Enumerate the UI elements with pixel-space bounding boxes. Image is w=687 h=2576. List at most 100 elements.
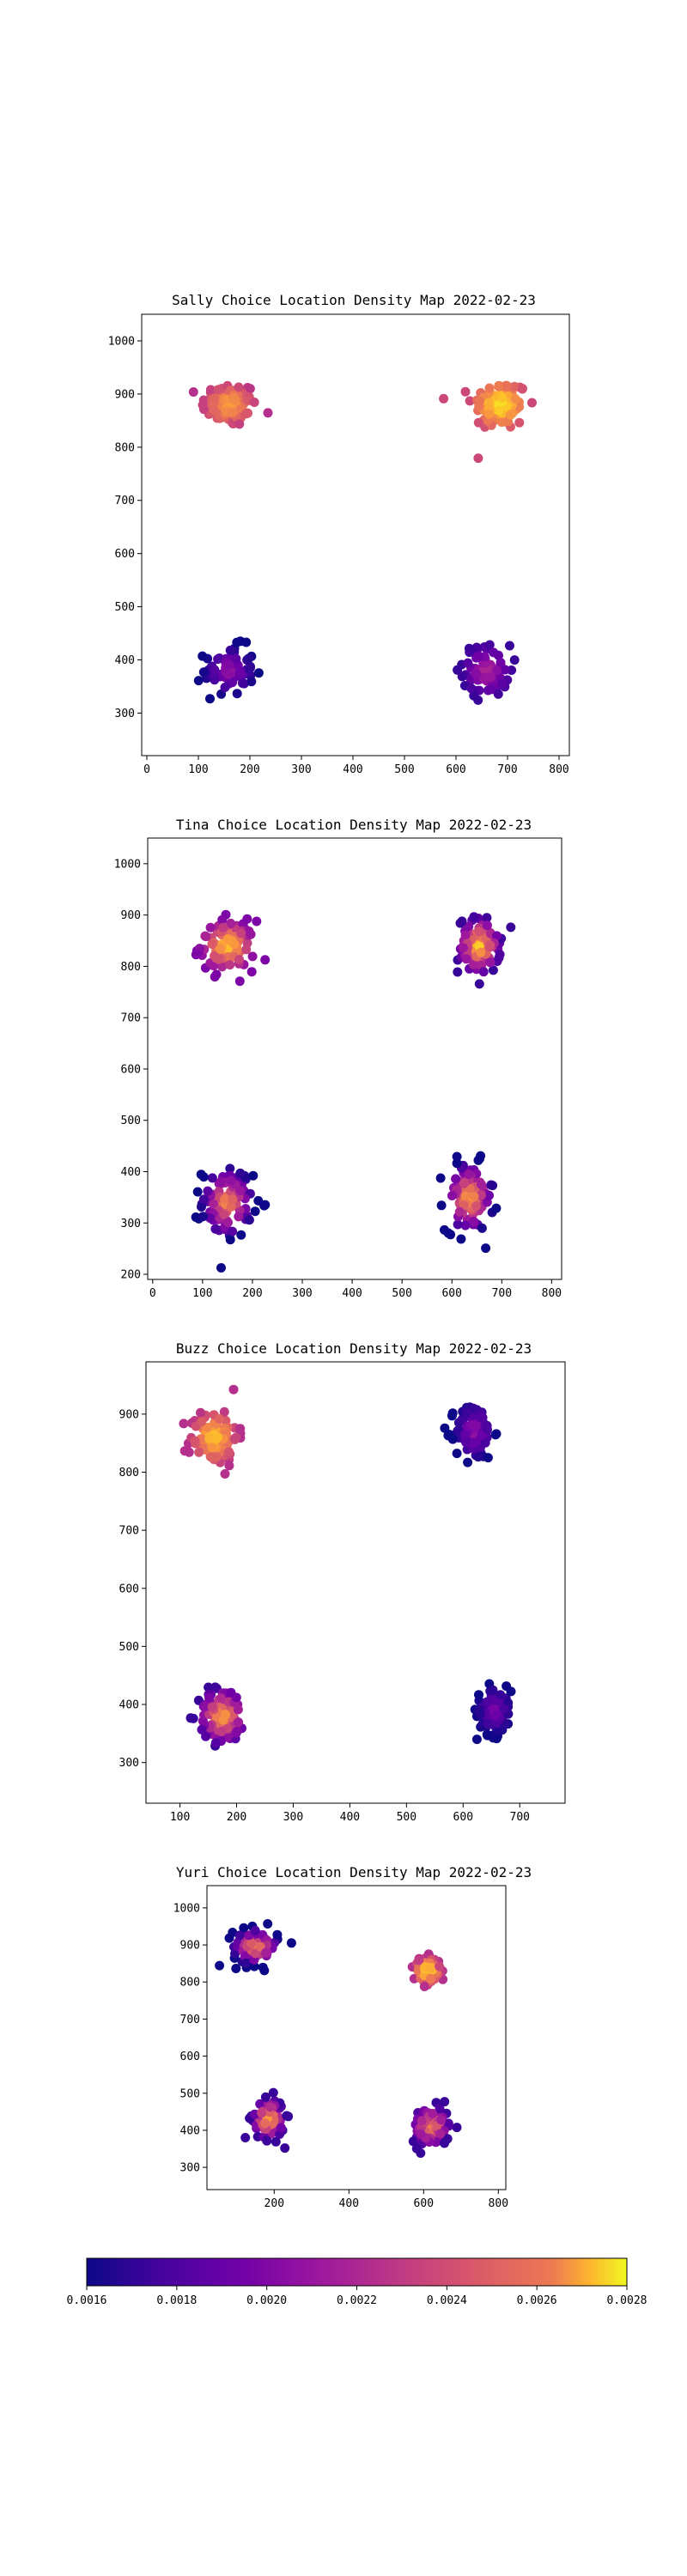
scatter-point [241,409,252,419]
scatter-point [259,1965,270,1976]
scatter-point [499,1704,509,1714]
scatter-point [197,1724,207,1735]
colorbar-tick-label: 0.0018 [156,2294,197,2307]
scatter-point [493,689,503,699]
scatter-point [240,2133,251,2142]
y-tick-label: 500 [180,2087,200,2100]
scatter-point [234,1212,244,1222]
scatter-point [465,647,475,658]
scatter-point [465,396,475,406]
scatter-point [469,690,479,701]
scatter-point [225,960,235,970]
scatter-point [473,1452,483,1462]
colorbar-tick-label: 0.0022 [337,2294,377,2307]
scatter-point [210,1224,221,1234]
scatter-point [471,1735,482,1745]
scatter-point [276,2123,286,2133]
scatter-point [236,928,246,939]
scatter-point [477,1179,486,1189]
plot-frame [145,1361,566,1804]
scatter-point [206,1452,216,1462]
y-tick-label: 1000 [173,1902,200,1915]
scatter-point [408,2136,418,2147]
scatter-point [204,1692,215,1703]
scatter-point [194,1447,204,1457]
y-tick-label: 1000 [108,335,135,348]
x-tick-label: 400 [343,763,362,776]
chart-title: Yuri Choice Location Density Map 2022-02… [176,1864,532,1880]
plot-frame [141,313,570,756]
scatter-point [447,1191,457,1200]
scatter-point [477,1223,487,1233]
scatter-point [452,1449,462,1459]
scatter-point [506,922,516,933]
scatter-point [286,1938,296,1948]
scatter-point [231,1692,241,1703]
scatter-point [241,637,252,647]
y-tick-label: 700 [180,2014,200,2026]
x-tick-label: 600 [446,763,465,776]
scatter-point [442,2134,453,2144]
scatter-point [414,1955,424,1965]
y-tick-label: 800 [180,1977,200,1990]
scatter-point [224,1933,234,1943]
y-tick-label: 900 [180,1940,200,1953]
x-tick-label: 500 [397,1811,416,1824]
scatter-point [255,1941,265,1952]
scatter-point [491,1429,502,1439]
scatter-point [440,2097,450,2107]
scatter-point [461,1437,471,1448]
scatter-point [228,1384,239,1394]
scatter-point [210,665,220,675]
scatter-point [244,1215,254,1225]
scatter-point [207,1702,217,1712]
scatter-point [209,961,219,971]
scatter-point [246,929,256,939]
scatter-point [461,954,471,964]
chart-title: Tina Choice Location Density Map 2022-02… [176,817,532,833]
scatter-point [235,1186,246,1196]
scatter-point [260,2092,271,2102]
x-tick-label: 0 [149,1287,156,1300]
scatter-points [188,380,537,705]
scatter-point [416,2129,426,2139]
scatter-point [469,959,478,969]
scatter-point [228,407,238,417]
scatter-point [264,2102,275,2112]
scatter-point [233,1704,243,1715]
scatter-point [213,385,223,395]
scatter-point [464,1170,474,1180]
colorbar: 0.0016 0.0018 0.0020 0.0022 0.0024 0.0026 0.00… [67,2257,647,2307]
scatter-point [469,1191,479,1201]
x-tick-label: 800 [549,763,568,776]
scatter-point [492,931,502,941]
scatter-point [260,955,271,965]
y-tick-label: 1000 [114,858,141,871]
scatter-point [231,653,241,664]
scatter-point [485,940,495,951]
scatter-point [484,383,495,393]
scatter-point [216,1176,226,1187]
scatter-point [193,676,204,686]
scatter-point [527,398,537,408]
scatter-point [510,394,520,404]
scatter-point [223,1218,233,1228]
scatter-point [245,663,255,673]
scatter-point [216,1263,226,1273]
x-tick-label: 100 [188,763,208,776]
scatter-point [492,665,502,676]
scatter-point [246,1938,257,1948]
scatter-point [219,1210,229,1219]
scatter-point [488,965,498,975]
scatter-point [198,667,209,677]
scatter-point [198,404,209,415]
scatter-point [234,955,244,964]
y-tick-label: 400 [119,1699,139,1712]
scatter-point [482,920,492,931]
y-tick-label: 600 [180,2050,200,2063]
x-tick-label: 800 [489,2197,508,2210]
scatter-point [446,1230,456,1240]
scatter-point [191,1212,201,1222]
scatter-point [474,927,484,937]
scatter-point [262,2136,272,2146]
